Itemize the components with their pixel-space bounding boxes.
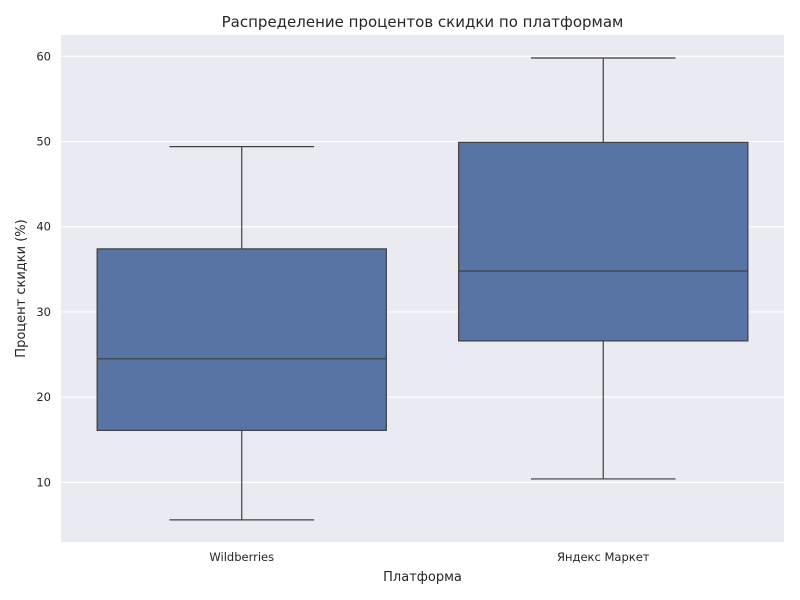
box-series: [96, 57, 749, 521]
box-1: [96, 146, 387, 521]
y-tick-label: 30: [36, 305, 51, 319]
y-tick-label: 10: [36, 475, 51, 489]
iqr-box: [458, 141, 749, 342]
chart-title: Распределение процентов скидки по платфо…: [222, 13, 624, 31]
y-tick-label: 60: [36, 49, 51, 63]
y-axis-label: Процент скидки (%): [14, 219, 29, 357]
y-axis-ticks: 10 20 30 40 50 60: [36, 49, 51, 489]
x-tick-label: Яндекс Маркет: [557, 550, 650, 564]
y-tick-label: 50: [36, 135, 51, 149]
y-tick-label: 40: [36, 220, 51, 234]
x-axis-ticks: Wildberries Яндекс Маркет: [209, 550, 649, 564]
iqr-box: [96, 248, 387, 431]
x-tick-label: Wildberries: [209, 550, 274, 564]
y-tick-label: 20: [36, 390, 51, 404]
box-2: [458, 57, 749, 480]
x-axis-label: Платформа: [383, 570, 462, 585]
